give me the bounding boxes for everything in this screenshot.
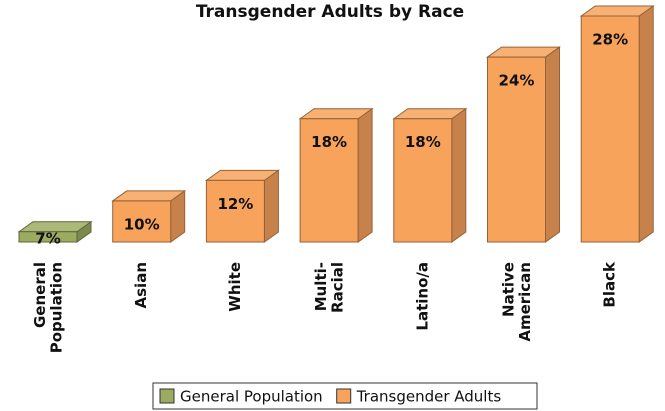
bar — [299, 118, 359, 243]
x-tick-label: GeneralPopulation — [30, 262, 65, 353]
legend-swatch — [336, 388, 352, 404]
bar — [393, 118, 453, 243]
bar-side — [357, 107, 373, 243]
bar — [112, 200, 172, 243]
legend-swatch — [159, 388, 175, 404]
legend-label: Transgender Adults — [356, 388, 502, 406]
bar-side — [263, 169, 279, 243]
bar — [18, 231, 78, 243]
x-tick-label: Latino/a — [413, 262, 431, 331]
value-label: 12% — [217, 195, 253, 213]
x-tick-label: NativeAmerican — [499, 262, 534, 342]
x-tick-label: Multi-Racial — [311, 262, 346, 313]
value-label: 10% — [124, 215, 160, 233]
bar-side — [638, 5, 654, 243]
x-tick-label: Black — [601, 261, 619, 308]
value-label: 18% — [311, 133, 347, 151]
value-label: 24% — [499, 72, 535, 90]
chart-title: Transgender Adults by Race — [196, 2, 464, 22]
bar — [205, 179, 265, 243]
bar — [487, 56, 546, 243]
value-label: 18% — [405, 133, 441, 151]
bar — [580, 15, 640, 243]
value-label: 7% — [35, 230, 60, 248]
x-tick-label: White — [226, 262, 244, 312]
legend-label: General Population — [180, 388, 323, 406]
bar-side — [451, 107, 467, 243]
bar-side — [545, 46, 560, 243]
value-label: 28% — [592, 31, 628, 49]
x-tick-label: Asian — [132, 262, 150, 308]
